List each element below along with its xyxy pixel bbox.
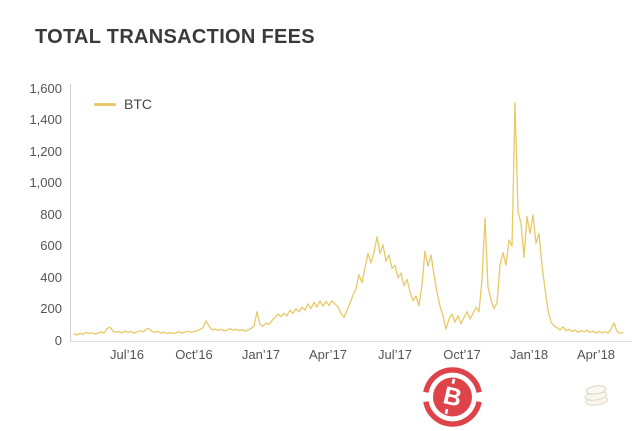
x-tick-label: Oct’17 (443, 347, 481, 362)
x-tick-label: Jul’16 (110, 347, 144, 362)
x-tick-label: Jan’17 (241, 347, 281, 362)
y-tick-label: 1,200 (29, 143, 62, 159)
x-tick-label: Apr’17 (308, 347, 348, 362)
y-tick-label: 400 (40, 269, 62, 285)
x-tick-label: Jul’17 (378, 347, 412, 362)
x-tick-label: Apr’18 (576, 347, 616, 362)
legend-item-btc[interactable]: BTC (94, 96, 152, 112)
page-title: TOTAL TRANSACTION FEES (35, 26, 315, 48)
bitcoin-b-glyph: B (441, 381, 465, 412)
y-tick-label: 600 (40, 238, 62, 254)
y-tick-label: 200 (40, 301, 62, 317)
y-tick-label: 0 (54, 333, 62, 348)
btc-line-swatch-icon (94, 102, 116, 106)
legend-label-btc: BTC (124, 96, 152, 112)
x-tick-label: Oct’16 (175, 347, 213, 362)
btc-line-series (73, 102, 624, 336)
y-tick-label: 1,400 (29, 112, 62, 128)
x-tick-label: Jan’18 (509, 347, 549, 362)
coins-watermark-icon (584, 385, 609, 406)
bitcoin-logo: B (423, 367, 482, 427)
y-tick-label: 1,600 (29, 80, 62, 96)
y-tick-label: 1,000 (29, 175, 62, 191)
y-tick-label: 800 (40, 206, 62, 222)
y-axis-labels: 1,600 1,400 1,200 1,000 800 600 400 200 0 (0, 0, 62, 431)
